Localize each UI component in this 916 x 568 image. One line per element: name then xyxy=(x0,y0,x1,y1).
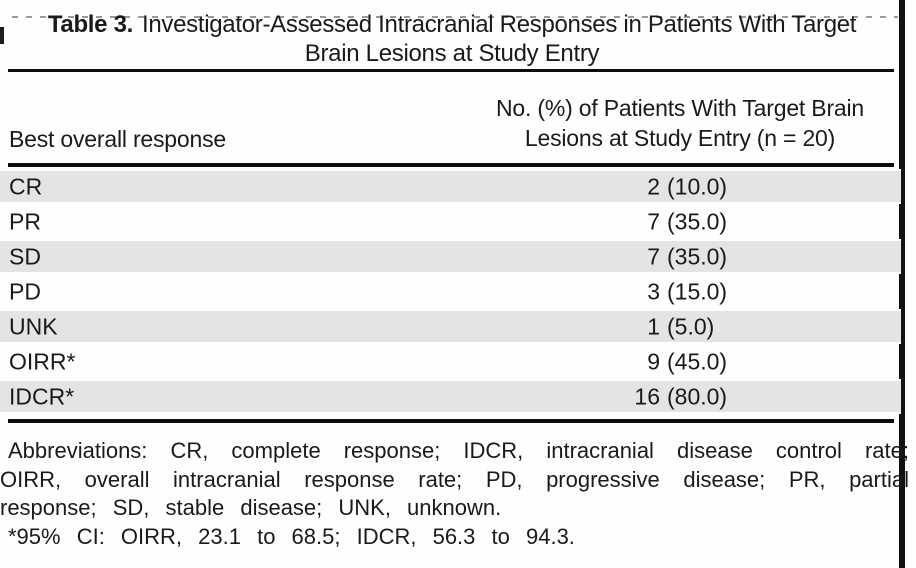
table-footnotes: Abbreviations: CR, complete response; ID… xyxy=(0,437,909,551)
row-count: 9 xyxy=(647,348,660,374)
table-body: CR 2 (10.0) PR 7 (35.0) SD 7 (35.0) PD 3… xyxy=(0,169,901,414)
table-row-pr: PR 7 (35.0) xyxy=(0,204,901,239)
table-row-sd: SD 7 (35.0) xyxy=(0,239,901,274)
table-row-idcr: IDCR* 16 (80.0) xyxy=(0,379,901,414)
table-title-line2: Brain Lesions at Study Entry xyxy=(304,40,600,67)
confidence-interval-note: *95% CI: OIRR, 23.1 to 68.5; IDCR, 56.3 … xyxy=(8,523,575,549)
table-number-label: Table 3. xyxy=(47,11,133,38)
title-separator-rule xyxy=(8,69,894,72)
row-count: 1 xyxy=(647,313,660,339)
page-column-divider-rule xyxy=(899,0,905,568)
table-row-cr: CR 2 (10.0) xyxy=(0,169,901,204)
table-bottom-rule xyxy=(8,419,894,423)
row-percent: (10.0) xyxy=(667,173,728,199)
row-label: OIRR* xyxy=(9,348,76,374)
column-header-patients: No. (%) of Patients With Target Brain Le… xyxy=(465,93,895,153)
scan-artifact-top-line xyxy=(12,16,898,18)
row-percent: (45.0) xyxy=(667,348,728,374)
column-header-patients-line1: No. (%) of Patients With Target Brain xyxy=(496,95,864,121)
row-count: 16 xyxy=(634,383,660,409)
table-title-line1: Table 3. Investigator-Assessed Intracrani… xyxy=(10,10,894,39)
row-percent: (5.0) xyxy=(667,313,715,339)
row-label: CR xyxy=(9,173,43,199)
column-header-best-overall-response: Best overall response xyxy=(9,126,226,152)
header-separator-rule xyxy=(8,163,894,167)
table-row-pd: PD 3 (15.0) xyxy=(0,274,901,309)
row-percent: (80.0) xyxy=(667,383,728,409)
row-count: 7 xyxy=(647,243,660,269)
row-percent: (15.0) xyxy=(667,278,728,304)
table-title-text: Investigator-Assessed Intracranial Respo… xyxy=(142,11,857,38)
row-percent: (35.0) xyxy=(667,208,728,234)
row-label: SD xyxy=(9,243,41,269)
row-count: 3 xyxy=(647,278,660,304)
row-count: 2 xyxy=(647,173,660,199)
table-row-unk: UNK 1 (5.0) xyxy=(0,309,901,344)
row-label: PR xyxy=(9,208,41,234)
row-label: UNK xyxy=(9,313,58,339)
abbreviations-note: Abbreviations: CR, complete response; ID… xyxy=(0,438,909,520)
table-row-oirr: OIRR* 9 (45.0) xyxy=(0,344,901,379)
table-title: Table 3. Investigator-Assessed Intracrani… xyxy=(10,10,894,68)
scan-artifact-left-mark xyxy=(0,27,4,44)
row-label: IDCR* xyxy=(9,383,75,409)
column-header-patients-line2: Lesions at Study Entry (n = 20) xyxy=(524,125,836,151)
row-label: PD xyxy=(9,278,41,304)
row-percent: (35.0) xyxy=(667,243,728,269)
row-count: 7 xyxy=(647,208,660,234)
